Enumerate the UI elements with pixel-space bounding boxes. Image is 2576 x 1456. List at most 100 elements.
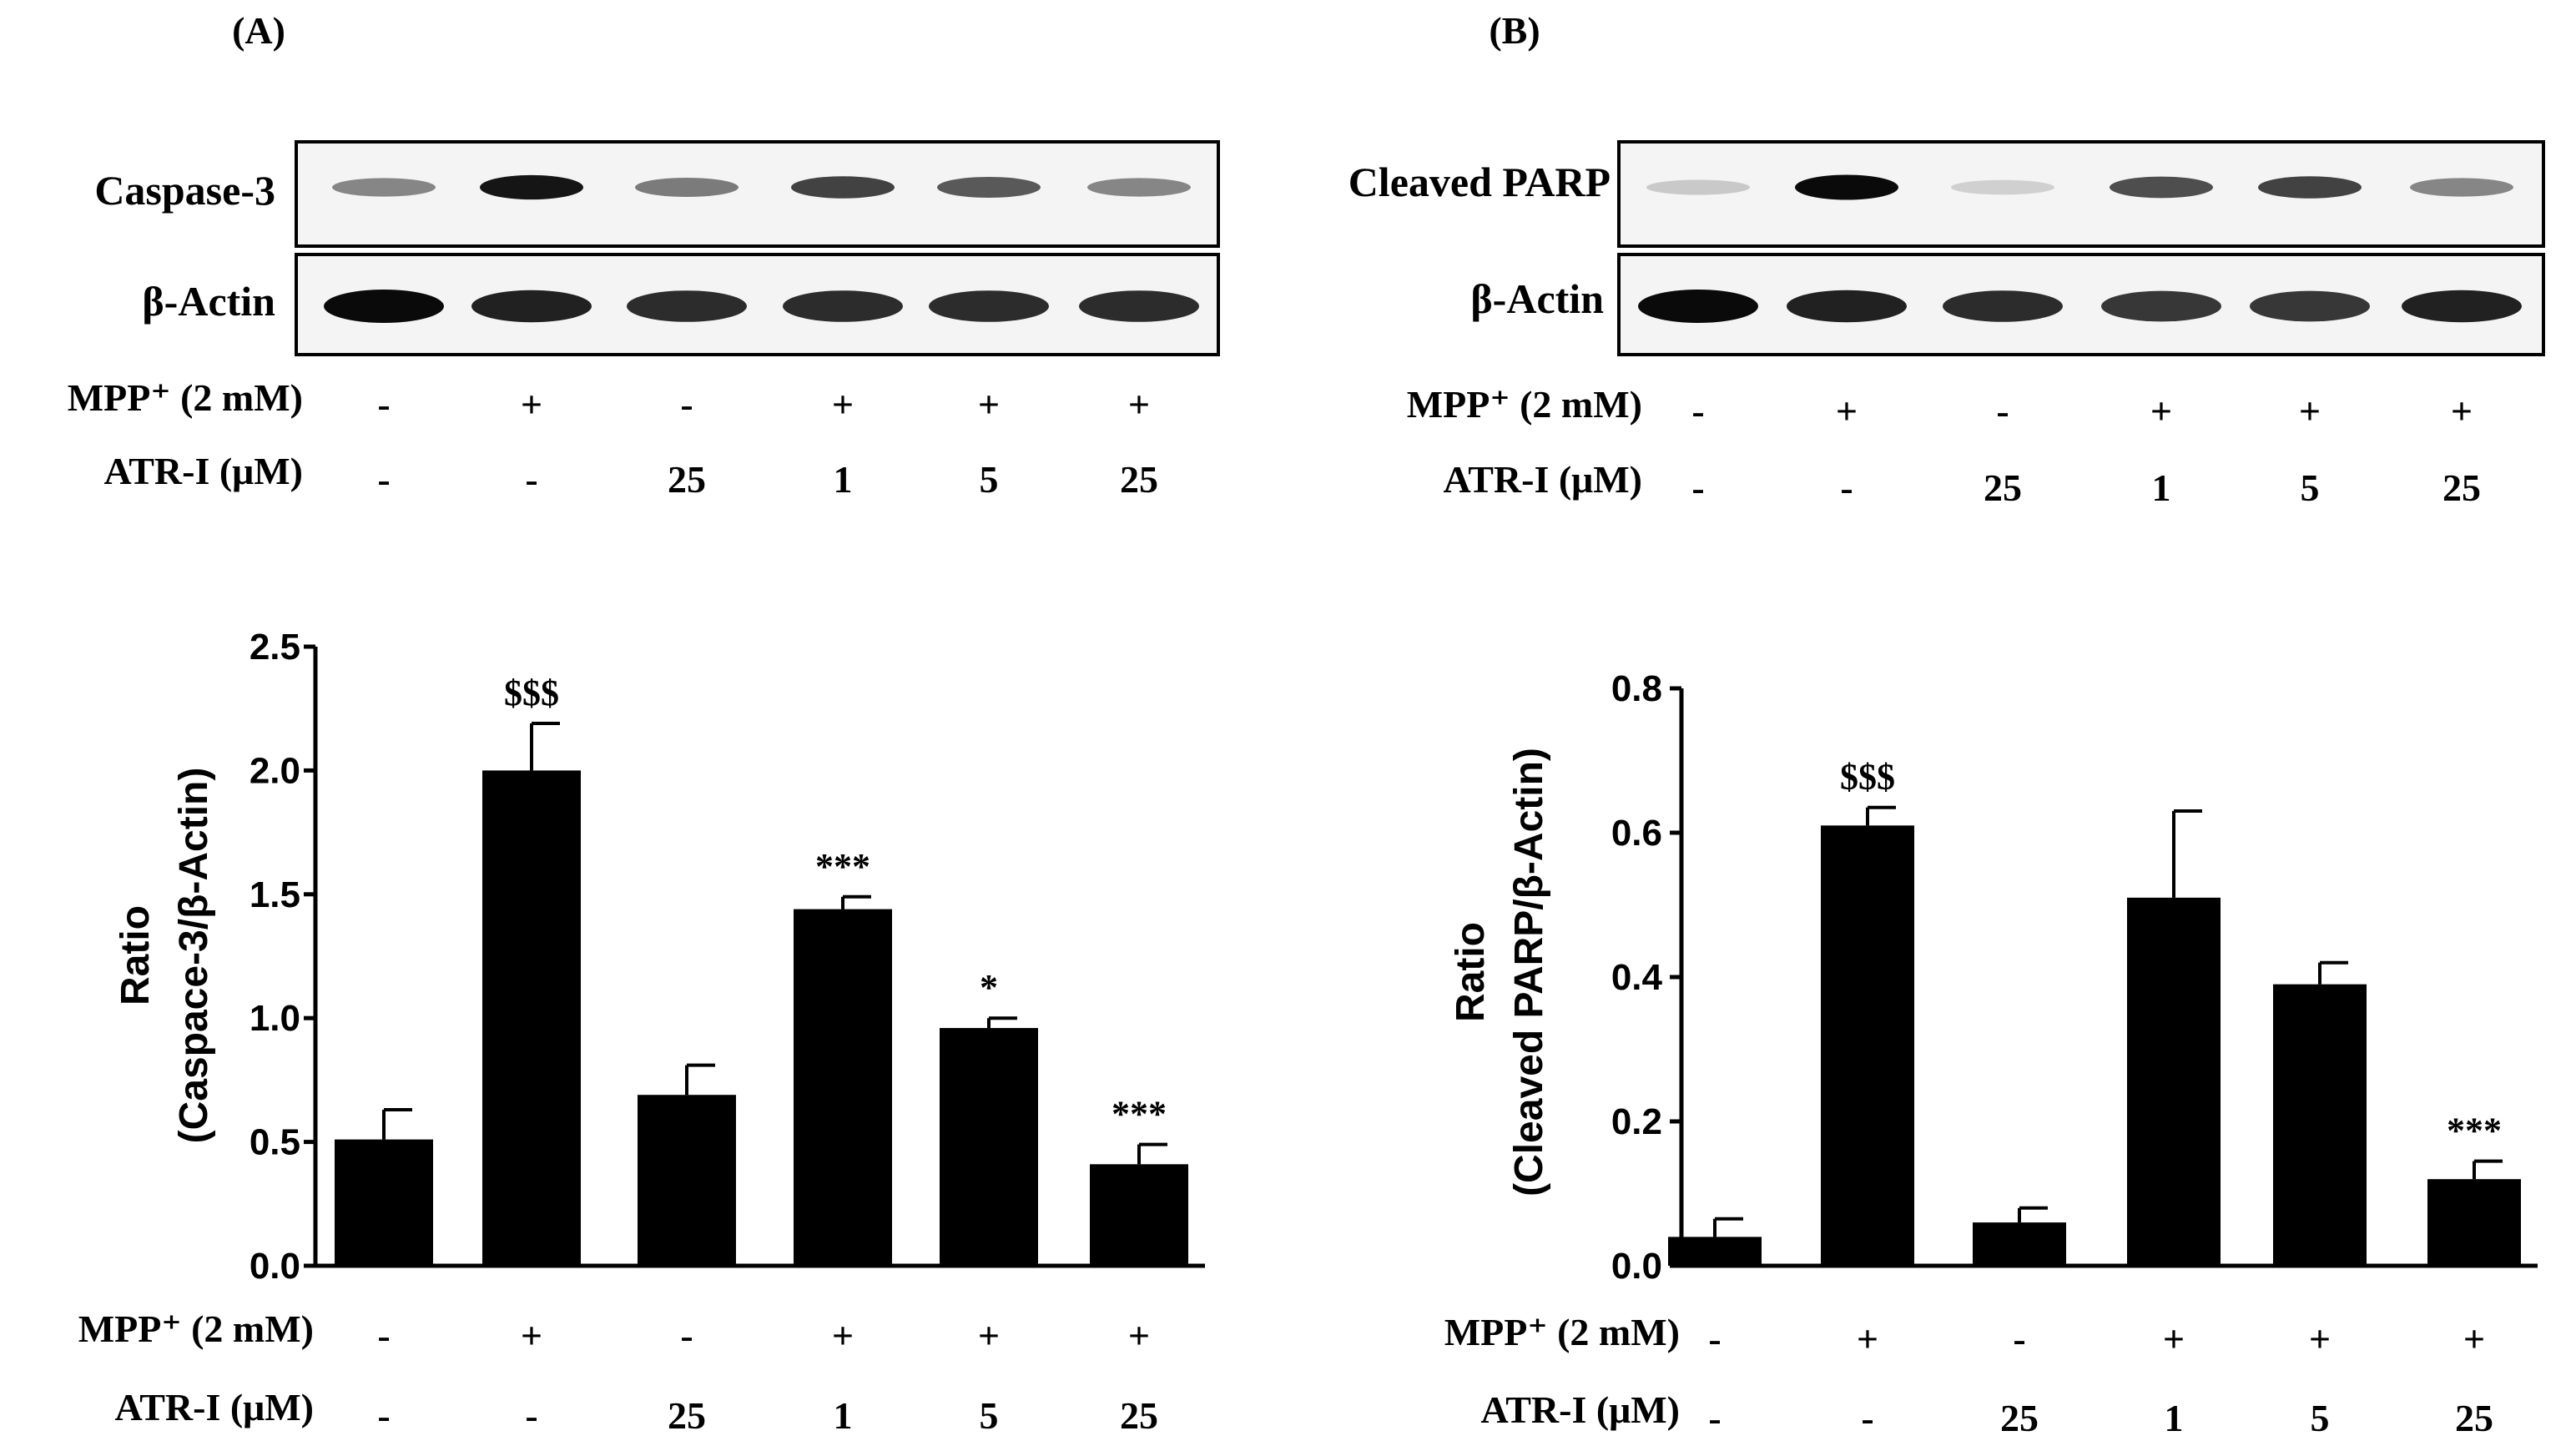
chart-mpp-value: - <box>377 1314 390 1357</box>
chart-atr-value: 25 <box>1120 1394 1158 1437</box>
chart-atr-value: - <box>1861 1397 1873 1439</box>
panel-label: (B) <box>1489 9 1540 52</box>
panel-B: (B) Cleaved PARP β-Actin MPP⁺ (2 mM) ATR-I (… <box>1348 9 2545 509</box>
atr-value: - <box>1840 466 1853 509</box>
atr-value: 25 <box>1984 466 2022 509</box>
y-tick-label: 0.5 <box>250 1122 300 1163</box>
chart-mpp-value: + <box>1128 1314 1150 1357</box>
y-axis-label: Ratio (Cleaved PARP/β-Actin) <box>1449 748 1551 1197</box>
bar <box>1090 1164 1188 1266</box>
panel-label: (A) <box>232 9 285 52</box>
target-band <box>332 178 436 197</box>
target-band <box>1087 178 1191 197</box>
loading-band <box>1638 290 1758 323</box>
bar <box>482 770 581 1266</box>
chart-atr-value: - <box>1708 1397 1721 1439</box>
y-tick-label: 2.0 <box>250 750 300 791</box>
target-band <box>1951 179 2054 195</box>
bar <box>1973 1222 2066 1266</box>
mpp-value: - <box>680 383 693 426</box>
mpp-value: - <box>377 383 390 426</box>
chart-mpp-value: + <box>2163 1317 2185 1360</box>
mpp-value: + <box>1128 383 1150 426</box>
mpp-value: + <box>521 383 542 426</box>
y-label-line2: (Cleaved PARP/β-Actin) <box>1507 748 1551 1197</box>
blot-loading-label: β-Actin <box>142 278 275 325</box>
target-band <box>791 176 895 199</box>
chart-mpp-value: - <box>2013 1317 2025 1360</box>
mpp-value: + <box>2451 390 2473 432</box>
atr-value: 25 <box>1120 458 1158 501</box>
chart-atr-value: - <box>525 1394 537 1437</box>
chart-atr-label: ATR-I (μM) <box>114 1386 314 1428</box>
atr-value: 5 <box>980 458 999 501</box>
y-tick-label: 1.5 <box>250 874 300 915</box>
significance-label: $$$ <box>504 673 559 713</box>
chart-atr-value: - <box>377 1394 390 1437</box>
chart-atr-value: 5 <box>2311 1397 2330 1439</box>
blot-conditions: MPP⁺ (2 mM) ATR-I (μM) - + - + + + - - 25 1 5 25 <box>68 376 1158 501</box>
blot-loading-label: β-Actin <box>1470 275 1604 322</box>
loading-band <box>783 290 903 322</box>
loading-band <box>2101 290 2221 322</box>
chart-atr-label: ATR-I (μM) <box>1480 1388 1680 1431</box>
target-band <box>2258 176 2362 199</box>
chart-mpp-value: + <box>2463 1317 2485 1360</box>
atr-value: - <box>525 458 537 501</box>
bar-chart-A: 0.0 0.5 1.0 1.5 2.0 2.5 Ratio (Caspace-3/β-Acti… <box>78 627 1205 1437</box>
bar-chart-B: 0.0 0.2 0.4 0.6 0.8 Ratio (Cleaved PARP/β-Acti… <box>1444 668 2538 1439</box>
loading-band <box>2402 290 2522 323</box>
blot-target-label: Cleaved PARP <box>1348 159 1611 205</box>
target-band <box>937 176 1041 199</box>
blot-frame-target <box>1617 140 2545 248</box>
significance-label: *** <box>1112 1094 1167 1135</box>
western-blot <box>295 140 1220 356</box>
chart-mpp-value: + <box>1857 1317 1878 1360</box>
chart-mpp-value: + <box>832 1314 854 1357</box>
atr-value: 25 <box>2442 466 2481 509</box>
atr-label: ATR-I (μM) <box>103 450 303 492</box>
y-tick-label: 0.4 <box>1611 957 1663 998</box>
atr-value: 1 <box>2152 466 2171 509</box>
atr-value: 1 <box>834 458 853 501</box>
y-label-line1: Ratio <box>1449 922 1493 1022</box>
mpp-label: MPP⁺ (2 mM) <box>1407 383 1642 426</box>
blot-frame-loading <box>295 253 1220 356</box>
atr-value: - <box>1691 466 1704 509</box>
loading-band <box>929 290 1049 322</box>
mpp-value: + <box>2150 390 2172 432</box>
bar <box>2273 984 2367 1266</box>
chart-atr-value: 25 <box>2000 1397 2039 1439</box>
y-tick-label: 0.0 <box>250 1246 300 1287</box>
significance-label: $$$ <box>1840 757 1895 798</box>
mpp-value: + <box>832 383 854 426</box>
chart-mpp-value: + <box>2309 1317 2331 1360</box>
chart-atr-value: 25 <box>668 1394 706 1437</box>
y-tick-label: 2.5 <box>250 627 300 668</box>
bar <box>794 909 892 1266</box>
blot-frame-target <box>295 140 1220 248</box>
target-band <box>2110 176 2213 199</box>
chart-mpp-value: - <box>680 1314 693 1357</box>
target-band <box>1795 174 1898 200</box>
loading-band <box>1787 290 1907 323</box>
target-band <box>480 174 583 200</box>
y-label-line2: (Caspace-3/β-Actin) <box>172 768 216 1144</box>
chart-atr-value: 1 <box>834 1394 853 1437</box>
loading-band <box>324 290 444 323</box>
bar <box>1668 1237 1762 1266</box>
western-blot <box>1617 140 2545 356</box>
mpp-label: MPP⁺ (2 mM) <box>68 376 303 419</box>
loading-band <box>627 290 747 322</box>
loading-band <box>1079 290 1199 322</box>
atr-value: 5 <box>2301 466 2320 509</box>
loading-band <box>1943 290 2063 322</box>
atr-value: - <box>377 458 390 501</box>
mpp-value: + <box>1836 390 1858 432</box>
y-tick-label: 0.8 <box>1611 668 1662 709</box>
blot-target-label: Caspase-3 <box>94 167 275 214</box>
chart-atr-value: 5 <box>980 1394 999 1437</box>
y-tick-label: 0.0 <box>1611 1246 1662 1287</box>
mpp-value: + <box>2299 390 2321 432</box>
